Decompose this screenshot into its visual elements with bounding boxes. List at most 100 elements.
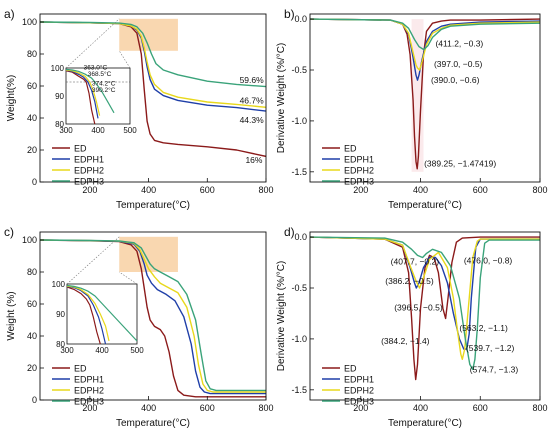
legend-label: ED [74,144,87,154]
inset-y-tick-label: 80 [56,340,65,349]
x-tick-label: 200 [82,403,97,413]
series-line-ed [40,239,266,398]
chart-panel-2: 200 400 600 800 0.0 -0.5 -1.0 -1.5 Temperature(°… [276,7,548,211]
x-tick-label: 200 [353,185,368,195]
annotation-label: (390.0, −0.6) [431,75,480,85]
axes-frame [309,231,541,401]
panel-label: d) [284,225,295,239]
inset-frame [66,283,138,345]
panel-label: b) [284,7,295,21]
inset-series-group [67,284,137,344]
highlight-region [411,19,424,172]
legend-label: EDPH3 [74,177,104,187]
x-tick-label: 600 [200,185,215,195]
inset-frame [65,67,131,125]
x-axis-label: Temperature(°C) [116,200,190,211]
x-axis-label: Temperature(°C) [388,200,462,211]
y-axis-label: Weight (%) [6,291,17,340]
x-tick-label: 800 [258,403,273,413]
annotation-label: 16% [245,155,262,165]
inset-x-tick-label: 500 [130,346,144,355]
x-tick-label: 400 [141,403,156,413]
y-tick-label: 60 [27,81,37,91]
panel-label: a) [4,7,15,21]
x-axis-label: Temperature(°C) [388,418,462,429]
x-tick-label: 400 [413,185,428,195]
annotation-label: (384.2, −1.4) [381,336,430,346]
series-line-edph2 [310,18,540,71]
inset-x-tick-label: 500 [123,126,137,135]
inset-series-line-edph3 [67,284,137,342]
x-tick-label: 400 [141,185,156,195]
annotation-label: (396.5, −0.5) [394,302,443,312]
x-tick-label: 600 [473,403,488,413]
inset-connector [119,271,138,285]
axes-frame [39,231,267,401]
legend-label: ED [74,364,87,374]
inset-series-line-ed [67,286,101,344]
series-group [40,239,266,398]
series-group [310,18,540,170]
series-line-edph2 [40,21,266,108]
y-tick-label: 80 [27,267,37,277]
x-tick-label: 200 [82,185,97,195]
x-axis-label: Temperature(°C) [116,418,190,429]
annotation-label: (539.7, −1.2) [466,343,515,353]
legend-label: EDPH1 [344,155,374,165]
inset-series-line-edph3 [66,68,115,114]
series-line-edph3 [310,18,540,51]
annotation-label: 44.3% [240,115,265,125]
legend-label: EDPH2 [74,166,104,176]
y-axis-label: Weight(%) [6,75,17,122]
x-tick-label: 600 [200,403,215,413]
y-tick-label: 20 [27,363,37,373]
x-tick-label: 800 [532,185,547,195]
legend-label: EDPH3 [344,397,374,407]
inset-series-line-ed [66,70,96,124]
series-line-edph1 [310,236,540,350]
panel-label: c) [4,225,14,239]
annotation-label: 46.7% [240,96,265,106]
inset-y-tick-label: 80 [55,120,64,129]
y-tick-label: 80 [27,49,37,59]
inset-y-tick-label: 100 [51,64,65,73]
y-tick-label: -0.5 [291,283,307,293]
inset-temperature-label: 363.0°C [84,63,108,71]
y-tick-label: 0 [32,177,37,187]
series-line-edph3 [310,236,540,371]
legend-label: EDPH3 [74,397,104,407]
legend-label: EDPH3 [344,177,374,187]
series-group [40,21,266,158]
legend-label: EDPH1 [74,375,104,385]
y-tick-label: 0.0 [294,232,307,242]
y-tick-label: -1.0 [291,334,307,344]
inset-series-line-edph2 [67,285,110,342]
y-tick-label: -1.5 [291,385,307,395]
series-line-ed [310,236,540,381]
y-tick-label: -1.0 [291,116,307,126]
chart-panel-4: 200 400 600 800 0.0 -0.5 -1.0 -1.5 Temperature(°… [276,225,548,429]
y-tick-label: 40 [27,331,37,341]
x-tick-label: 200 [353,403,368,413]
series-line-edph2 [310,236,540,360]
annotation-label: (563.2, −1.1) [459,323,508,333]
inset-temperature-label: 390.2°C [92,86,116,94]
inset-y-tick-label: 90 [55,92,64,101]
annotation-label: (389.25, −1.47419) [424,159,496,169]
inset-x-tick-label: 400 [95,346,109,355]
y-tick-label: 0 [32,395,37,405]
legend-label: ED [344,144,357,154]
inset-connector [66,236,120,285]
series-group [310,236,540,381]
inset-chart: 300 400 500 80 90 100 363.0°C368.5°C374.2°C390… [51,18,137,135]
annotation-label: (476.0, −0.8) [464,256,513,266]
series-line-edph3 [40,239,266,392]
legend-label: EDPH1 [344,375,374,385]
series-line-edph3 [40,21,266,88]
y-tick-label: 100 [22,235,37,245]
chart-panel-3: 200 400 600 800 0 20 40 60 80 100 Temperature(°C) W… [4,225,274,429]
inset-x-tick-label: 300 [60,346,74,355]
